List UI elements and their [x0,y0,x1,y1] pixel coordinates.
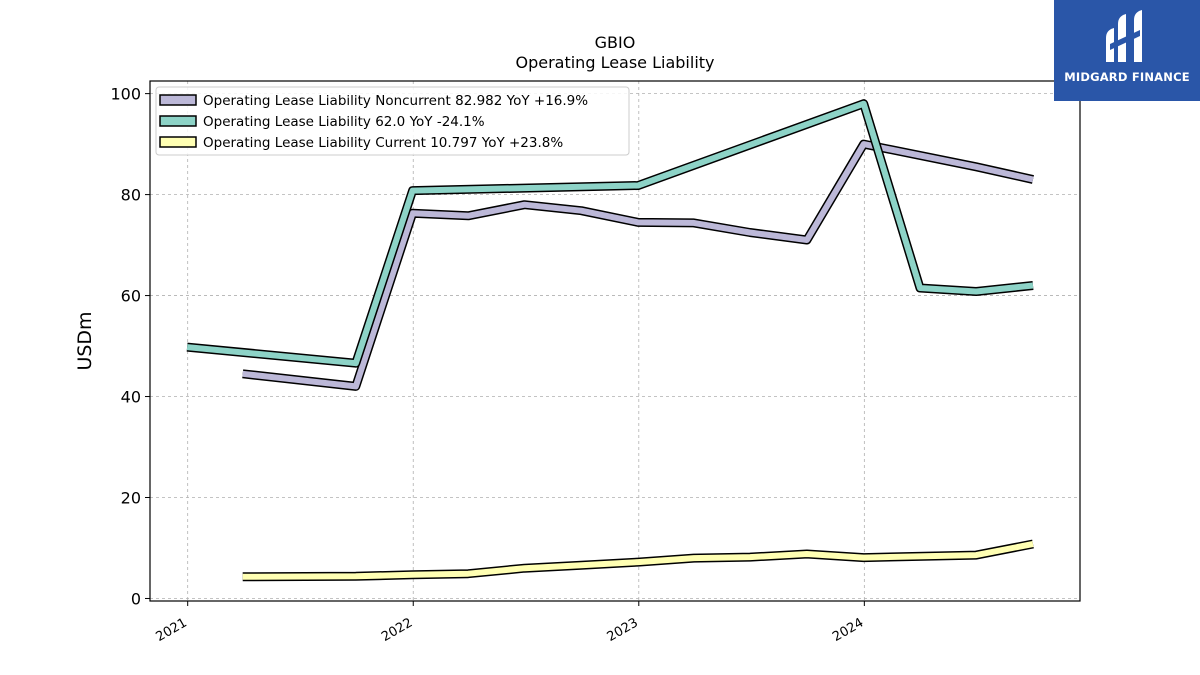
plot-frame [149,80,1081,602]
legend-label: Operating Lease Liability Noncurrent 82.… [203,93,588,109]
y-tick-label: 40 [121,388,141,407]
brand-name: MIDGARD FINANCE [1064,70,1190,84]
chart-title: GBIO [595,33,636,52]
brand-logo: MIDGARD FINANCE [1054,0,1200,101]
x-tick-label: 2023 [605,615,641,645]
legend-swatch [159,136,197,148]
series-line [242,141,1034,390]
grid [150,81,1080,601]
chart-subtitle: Operating Lease Liability [515,53,714,72]
y-tick-label: 20 [121,489,141,508]
legend-swatch [159,94,197,106]
y-axis-label: USDm [74,311,96,370]
legend-box [155,86,630,156]
legend-label: Operating Lease Liability 62.0 YoY -24.1… [203,114,485,130]
legend-swatch [159,115,197,127]
y-tick-label: 80 [121,186,141,205]
y-tick-label: 60 [121,287,141,306]
x-axis-ticks: 2021 2022 2023 2024 [154,601,866,645]
x-tick-label: 2024 [830,615,866,645]
x-tick-label: 2021 [154,615,190,645]
x-tick-label: 2022 [379,615,415,645]
y-tick-label: 0 [131,589,141,608]
series-1 [186,99,1034,368]
series-0 [242,139,1034,391]
legend: Operating Lease Liability Noncurrent 82.… [155,86,630,156]
y-tick-label: 100 [110,85,141,104]
y-axis-ticks: 0 20 40 60 80 100 [110,85,150,608]
series-line [242,541,1034,580]
logo-mark-icon [1106,10,1142,62]
legend-label: Operating Lease Liability Current 10.797… [203,135,563,151]
series-2 [242,539,1034,582]
series-lines [186,99,1034,582]
series-line [186,100,1034,367]
